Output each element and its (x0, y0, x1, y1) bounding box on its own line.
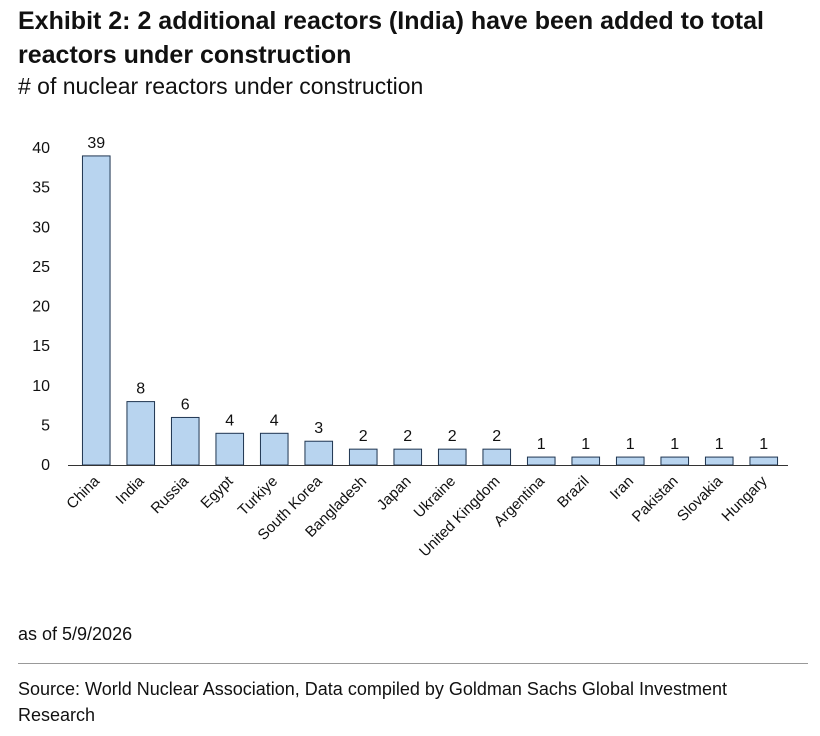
y-tick-label: 30 (32, 219, 50, 236)
y-tick-label: 5 (41, 417, 50, 434)
bar (348, 448, 378, 466)
chart-title: Exhibit 2: 2 additional reactors (India)… (18, 7, 764, 69)
data-label: 2 (359, 428, 368, 445)
y-tick-label: 40 (32, 140, 50, 157)
y-tick-label: 25 (32, 259, 50, 276)
data-label: 2 (403, 428, 412, 445)
bar (126, 401, 156, 466)
bar (482, 448, 512, 466)
y-tick-label: 0 (41, 457, 50, 474)
x-tick-label: Iran (607, 473, 637, 503)
bar (437, 448, 467, 466)
x-tick-label: Hungary (718, 472, 770, 524)
bar (660, 456, 690, 466)
bar (170, 416, 200, 466)
bar (704, 456, 734, 466)
value-labels: 39 8 6 4 4 3 2 2 2 2 1 1 1 1 1 1 (87, 135, 768, 453)
data-label: 4 (225, 412, 234, 429)
source-note: Source: World Nuclear Association, Data … (18, 679, 728, 725)
y-axis: 0 5 10 15 20 25 30 35 40 (32, 140, 50, 474)
y-tick-label: 15 (32, 338, 50, 355)
bar (393, 448, 423, 466)
data-label: 6 (181, 396, 190, 413)
bar (615, 456, 645, 466)
x-tick-label: India (113, 472, 148, 507)
data-label: 1 (715, 436, 724, 453)
as-of-date: as of 5/9/2026 (18, 624, 133, 644)
data-label: 39 (87, 135, 105, 152)
bar (526, 456, 556, 466)
data-label: 3 (314, 420, 323, 437)
data-label: 1 (581, 436, 590, 453)
y-tick-label: 20 (32, 299, 50, 316)
bar (215, 432, 245, 466)
bar (304, 440, 334, 466)
x-tick-label: Russia (148, 472, 193, 517)
x-tick-label: China (63, 472, 103, 512)
x-tick-label: Japan (374, 473, 415, 514)
data-label: 8 (136, 381, 145, 398)
x-tick-label: Slovakia (674, 472, 727, 525)
bar (571, 456, 601, 466)
y-tick-label: 35 (32, 180, 50, 197)
data-label: 4 (270, 412, 279, 429)
x-tick-label: Brazil (554, 473, 593, 512)
x-tick-label: Egypt (197, 472, 237, 512)
bar-chart: 0 5 10 15 20 25 30 35 40 39 8 6 4 4 3 2 2 2 2 1 1 1 1 1 1 China… (32, 135, 788, 560)
bars (81, 155, 779, 466)
y-tick-label: 10 (32, 378, 50, 395)
data-label: 2 (492, 428, 501, 445)
x-tick-label: United Kingdom (416, 473, 503, 560)
data-label: 1 (626, 436, 635, 453)
bar (259, 432, 289, 466)
bar (749, 456, 779, 466)
data-label: 2 (448, 428, 457, 445)
chart-subtitle: # of nuclear reactors under construction (18, 73, 424, 99)
x-tick-label: Pakistan (629, 473, 682, 526)
divider (18, 663, 808, 664)
data-label: 1 (670, 436, 679, 453)
data-label: 1 (537, 436, 546, 453)
bar (81, 155, 111, 466)
data-label: 1 (759, 436, 768, 453)
